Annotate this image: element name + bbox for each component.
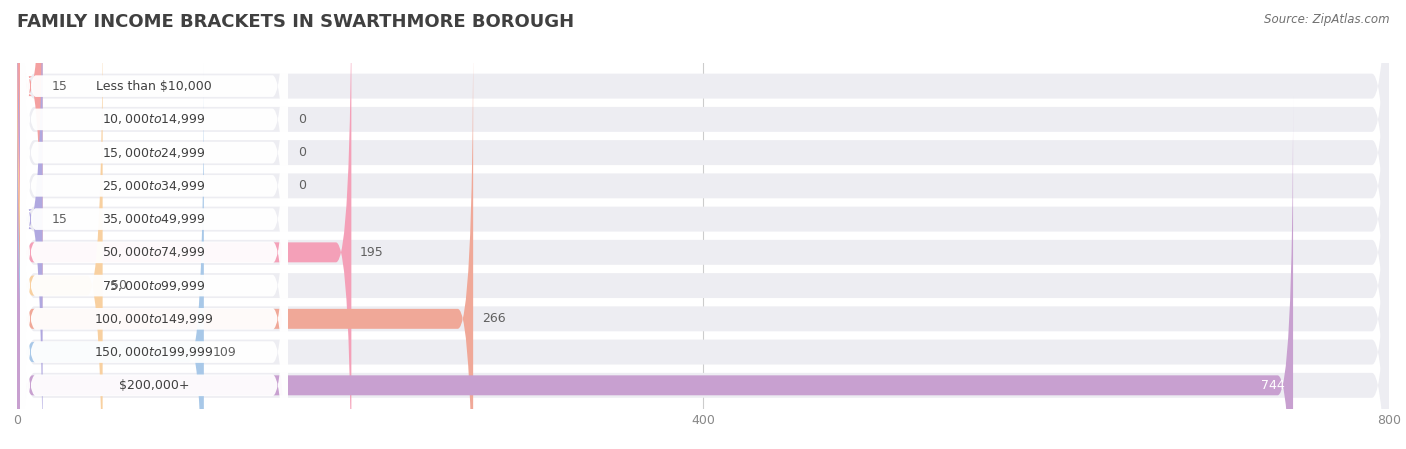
Text: $10,000 to $14,999: $10,000 to $14,999 bbox=[103, 112, 205, 126]
Text: 744: 744 bbox=[1261, 379, 1285, 392]
FancyBboxPatch shape bbox=[17, 0, 1389, 439]
FancyBboxPatch shape bbox=[17, 0, 352, 449]
Text: $75,000 to $99,999: $75,000 to $99,999 bbox=[103, 278, 205, 293]
Text: $25,000 to $34,999: $25,000 to $34,999 bbox=[103, 179, 205, 193]
FancyBboxPatch shape bbox=[20, 64, 288, 449]
Text: 0: 0 bbox=[298, 179, 307, 192]
FancyBboxPatch shape bbox=[17, 0, 42, 375]
Text: $50,000 to $74,999: $50,000 to $74,999 bbox=[103, 245, 205, 260]
Text: 266: 266 bbox=[482, 313, 505, 326]
Text: Source: ZipAtlas.com: Source: ZipAtlas.com bbox=[1264, 13, 1389, 26]
Text: $15,000 to $24,999: $15,000 to $24,999 bbox=[103, 145, 205, 159]
FancyBboxPatch shape bbox=[20, 31, 288, 449]
Text: $200,000+: $200,000+ bbox=[120, 379, 190, 392]
Text: 0: 0 bbox=[298, 146, 307, 159]
FancyBboxPatch shape bbox=[17, 0, 103, 449]
FancyBboxPatch shape bbox=[20, 0, 288, 449]
FancyBboxPatch shape bbox=[20, 0, 288, 408]
Text: Less than $10,000: Less than $10,000 bbox=[96, 79, 212, 92]
Text: $150,000 to $199,999: $150,000 to $199,999 bbox=[94, 345, 214, 359]
FancyBboxPatch shape bbox=[17, 0, 1389, 449]
Text: FAMILY INCOME BRACKETS IN SWARTHMORE BOROUGH: FAMILY INCOME BRACKETS IN SWARTHMORE BOR… bbox=[17, 13, 574, 31]
FancyBboxPatch shape bbox=[20, 0, 288, 449]
FancyBboxPatch shape bbox=[17, 0, 1389, 406]
FancyBboxPatch shape bbox=[17, 96, 1294, 449]
FancyBboxPatch shape bbox=[17, 0, 42, 449]
FancyBboxPatch shape bbox=[20, 0, 288, 449]
Text: 109: 109 bbox=[212, 346, 236, 359]
FancyBboxPatch shape bbox=[20, 0, 288, 441]
FancyBboxPatch shape bbox=[17, 30, 474, 449]
FancyBboxPatch shape bbox=[17, 63, 204, 449]
FancyBboxPatch shape bbox=[20, 97, 288, 449]
Text: 0: 0 bbox=[298, 113, 307, 126]
FancyBboxPatch shape bbox=[17, 66, 1389, 449]
Text: 50: 50 bbox=[111, 279, 127, 292]
FancyBboxPatch shape bbox=[20, 0, 288, 449]
Text: 195: 195 bbox=[360, 246, 384, 259]
Text: 15: 15 bbox=[51, 213, 67, 225]
FancyBboxPatch shape bbox=[17, 0, 1389, 449]
FancyBboxPatch shape bbox=[17, 0, 1389, 449]
FancyBboxPatch shape bbox=[17, 0, 1389, 449]
FancyBboxPatch shape bbox=[17, 0, 1389, 449]
Text: $100,000 to $149,999: $100,000 to $149,999 bbox=[94, 312, 214, 326]
FancyBboxPatch shape bbox=[17, 0, 1389, 449]
FancyBboxPatch shape bbox=[20, 0, 288, 374]
FancyBboxPatch shape bbox=[17, 32, 1389, 449]
Text: $35,000 to $49,999: $35,000 to $49,999 bbox=[103, 212, 205, 226]
Text: 15: 15 bbox=[51, 79, 67, 92]
